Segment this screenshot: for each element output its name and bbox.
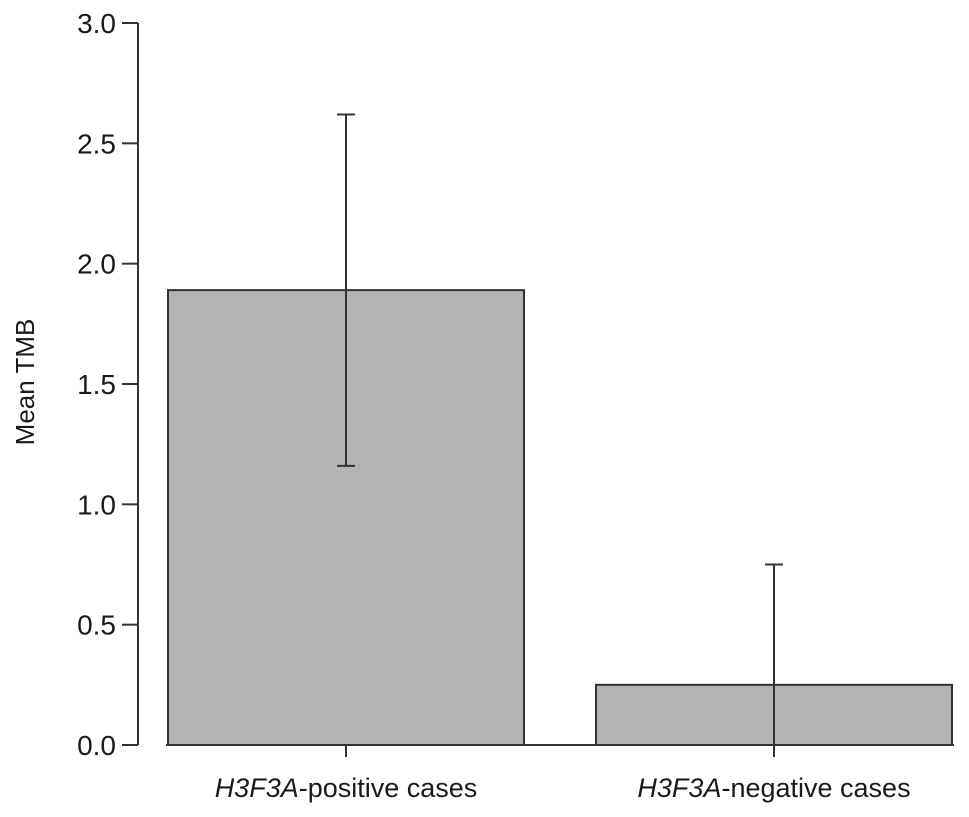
category-label: H3F3A-negative cases (637, 773, 910, 803)
y-tick-label: 2.5 (77, 128, 116, 159)
y-axis-title: Mean TMB (10, 319, 40, 446)
category-label-text: -positive cases (299, 773, 478, 803)
y-tick-label: 3.0 (77, 8, 116, 39)
y-tick-label: 1.5 (77, 369, 116, 400)
category-labels: H3F3A-positive cases H3F3A-negative cases (215, 773, 911, 803)
y-axis: 0.0 0.5 1.0 1.5 2.0 2.5 3.0 (77, 8, 139, 761)
error-bars (337, 113, 783, 745)
x-axis (166, 744, 954, 757)
category-label-gene: H3F3A (637, 773, 721, 803)
y-tick-label: 0.5 (77, 610, 116, 641)
y-tick-label: 1.0 (77, 489, 116, 520)
y-tick-label: 0.0 (77, 730, 116, 761)
category-label: H3F3A-positive cases (215, 773, 478, 803)
bars (167, 289, 953, 746)
category-label-gene: H3F3A (215, 773, 299, 803)
category-label-text: -negative cases (721, 773, 910, 803)
y-tick-label: 2.0 (77, 249, 116, 280)
